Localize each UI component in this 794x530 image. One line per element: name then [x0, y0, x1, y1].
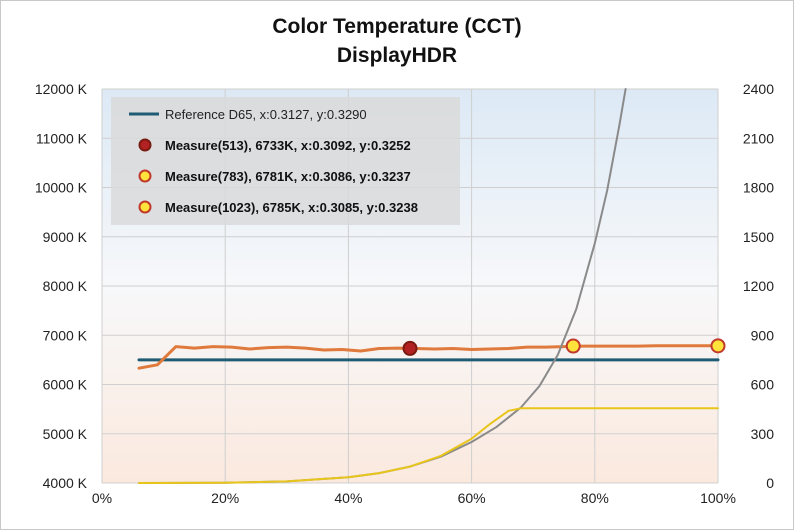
right-tick-label: 300 [751, 426, 775, 442]
measure-marker-0 [402, 340, 418, 356]
right-tick-label: 0 [766, 475, 774, 491]
right-axis-ticks: 0 300 600 900 1200 1500 1800 2100 2400 [743, 81, 774, 491]
left-tick-label: 7000 K [43, 327, 88, 343]
legend-box [111, 97, 460, 225]
legend-label: Measure(513), 6733K, x:0.3092, y:0.3252 [165, 138, 411, 153]
x-tick-label: 100% [700, 490, 736, 506]
right-tick-label: 600 [751, 377, 775, 393]
x-tick-label: 60% [458, 490, 486, 506]
left-axis-ticks: 4000 K 5000 K 6000 K 7000 K 8000 K 9000 K 1000… [35, 81, 88, 491]
left-tick-label: 12000 K [35, 81, 88, 97]
right-tick-label: 2100 [743, 130, 774, 146]
x-tick-label: 20% [211, 490, 239, 506]
right-tick-label: 1800 [743, 180, 774, 196]
right-tick-label: 900 [751, 327, 775, 343]
left-tick-label: 6000 K [43, 377, 88, 393]
legend-label: Measure(1023), 6785K, x:0.3085, y:0.3238 [165, 200, 418, 215]
left-tick-label: 4000 K [43, 475, 88, 491]
left-tick-label: 8000 K [43, 278, 88, 294]
x-tick-label: 80% [581, 490, 609, 506]
left-tick-label: 5000 K [43, 426, 88, 442]
left-tick-label: 9000 K [43, 229, 88, 245]
right-tick-label: 1500 [743, 229, 774, 245]
x-tick-label: 0% [92, 490, 112, 506]
legend-dot-swatch [138, 169, 152, 183]
cct-measure-line [137, 344, 720, 370]
left-tick-label: 11000 K [36, 130, 88, 146]
left-tick-label: 10000 K [35, 180, 88, 196]
right-tick-label: 2400 [743, 81, 774, 97]
measure-marker-1 [565, 338, 581, 354]
legend-label: Measure(783), 6781K, x:0.3086, y:0.3237 [165, 169, 411, 184]
chart-title: Color Temperature (CCT) [272, 15, 521, 38]
right-tick-label: 1200 [743, 278, 774, 294]
series-lines [137, 88, 720, 484]
x-axis-ticks: 0% 20% 40% 60% 80% 100% [92, 490, 736, 506]
x-tick-label: 40% [334, 490, 362, 506]
measure-markers [402, 338, 726, 356]
legend-dot-swatch [138, 200, 152, 214]
legend-dot-swatch [138, 138, 152, 152]
yellow-luminance-curve [138, 407, 719, 484]
measure-marker-2 [710, 338, 726, 354]
legend: Reference D65, x:0.3127, y:0.3290 Measure… [111, 97, 460, 225]
legend-label: Reference D65, x:0.3127, y:0.3290 [165, 107, 367, 122]
chart-subtitle: DisplayHDR [337, 44, 457, 67]
